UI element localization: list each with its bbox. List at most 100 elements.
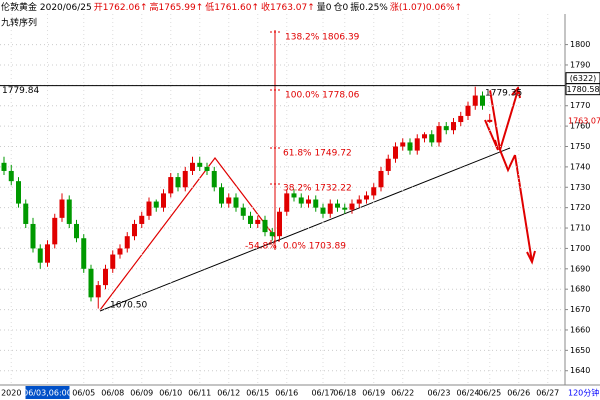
y-tick-label: 1710: [570, 224, 590, 233]
candle-body: [284, 193, 290, 212]
candle-body: [66, 199, 72, 224]
annotation: -54.8%: [245, 242, 277, 252]
candle-body: [233, 197, 239, 208]
y-tick-label: 1670: [570, 305, 590, 314]
candle-body: [23, 203, 29, 224]
candle-body: [197, 162, 203, 167]
candle-body: [306, 199, 311, 204]
price-box: [565, 83, 600, 96]
candle-body: [356, 199, 362, 204]
candle-body: [472, 95, 478, 106]
period: 120分钟: [568, 388, 599, 398]
x-tick-label: 06/15: [246, 389, 269, 398]
candle-body: [349, 203, 355, 210]
candle-body: [95, 285, 101, 298]
candle-body: [59, 199, 65, 218]
x-tick-label: 06/09: [130, 389, 153, 398]
candle-body: [371, 187, 377, 196]
candle-body: [211, 170, 217, 188]
header-item: 开1762.06↑: [94, 2, 148, 13]
candle-body: [269, 232, 275, 237]
candle-body: [458, 115, 464, 123]
x-label-box: [25, 386, 70, 399]
x-tick-label: 2020: [1, 389, 21, 398]
candle-body: [414, 138, 420, 151]
zigzag: [99, 157, 276, 311]
h-line-label: 1779.84: [2, 86, 39, 96]
candle-body: [429, 134, 435, 143]
candle-body: [139, 215, 145, 224]
x-tick-label: 06/27: [536, 389, 559, 398]
y-tick-label: 1650: [570, 346, 590, 355]
candle-body: [30, 223, 36, 249]
y-tick-label: 1660: [570, 325, 590, 334]
header-item: 仓0: [334, 1, 349, 13]
x-tick-label: 06/17: [311, 389, 334, 398]
candle-body: [88, 268, 94, 298]
annotation: 38.2% 1732.22: [283, 184, 352, 194]
y-tick-label: 1760: [570, 122, 590, 131]
candle-body: [1, 162, 7, 171]
header-item: 涨(1.07)0.06%↑: [390, 2, 462, 13]
y-tick-label: 1790: [570, 60, 590, 69]
candle-body: [124, 236, 130, 249]
x-tick-label: 06/23: [427, 389, 450, 398]
x-tick-label: 06/22: [391, 389, 414, 398]
annotation: 138.2% 1806.39: [285, 33, 360, 43]
candle-body: [248, 215, 253, 224]
candle-body: [443, 126, 449, 131]
last-price: 1763.07: [568, 117, 600, 126]
header-item: 低1761.60↑: [205, 1, 259, 13]
x-tick-label: 06/18: [333, 389, 356, 398]
candle-body: [487, 119, 493, 122]
candle-body: [175, 177, 181, 188]
candle-body: [327, 203, 333, 214]
candle-body: [298, 197, 304, 204]
candle-body: [291, 193, 297, 198]
candle-body: [313, 199, 319, 208]
x-tick-label: 06/05: [72, 389, 95, 398]
y-tick-label: 1640: [570, 366, 590, 375]
candle-body: [226, 197, 232, 204]
candle-body: [8, 170, 14, 182]
candle-body: [240, 207, 246, 216]
candle-body: [320, 207, 326, 214]
candle-body: [277, 211, 282, 237]
candle-body: [52, 217, 58, 245]
fib-levels: [270, 31, 282, 242]
candle-body: [378, 170, 384, 188]
x-tick-label: 06/12: [217, 389, 240, 398]
annotation: 100.0% 1778.06: [285, 91, 360, 101]
candle-body: [182, 170, 188, 188]
candle-body: [364, 195, 369, 200]
y-tick-label: 1750: [570, 142, 590, 151]
count-label: (6322): [570, 74, 597, 83]
x-tick-label: 06/26: [507, 389, 530, 398]
x-tick-label: 06/10: [159, 389, 182, 398]
candle-body: [146, 201, 152, 216]
candle-body: [204, 166, 210, 171]
candle-body: [103, 268, 108, 286]
x-tick-label: 06/24: [456, 389, 479, 398]
candle-body: [262, 219, 268, 233]
candle-body: [480, 95, 485, 106]
candle-body: [422, 134, 427, 139]
candle-body: [16, 181, 21, 204]
y-tick-label: 1800: [570, 40, 590, 49]
price-label: 1780.58: [566, 85, 599, 94]
header: 伦敦黄金 2020/06/25 开1762.06↑ 高1765.99↑ 低1761.6…: [1, 1, 462, 13]
candle-body: [117, 248, 123, 255]
candle-body: [37, 248, 43, 263]
candle-body: [110, 254, 116, 269]
x-tick-label: 06/08: [101, 389, 124, 398]
candle-body: [400, 142, 406, 147]
candle-body: [190, 162, 195, 171]
y-tick-label: 1690: [570, 264, 590, 273]
candle-body: [74, 223, 79, 239]
candle-body: [132, 223, 137, 237]
trend-line: [99, 147, 511, 312]
candle-body: [436, 126, 442, 143]
annotation: 0.0% 1703.89: [283, 242, 346, 252]
header-item: 伦敦黄金 2020/06/25: [1, 1, 92, 13]
